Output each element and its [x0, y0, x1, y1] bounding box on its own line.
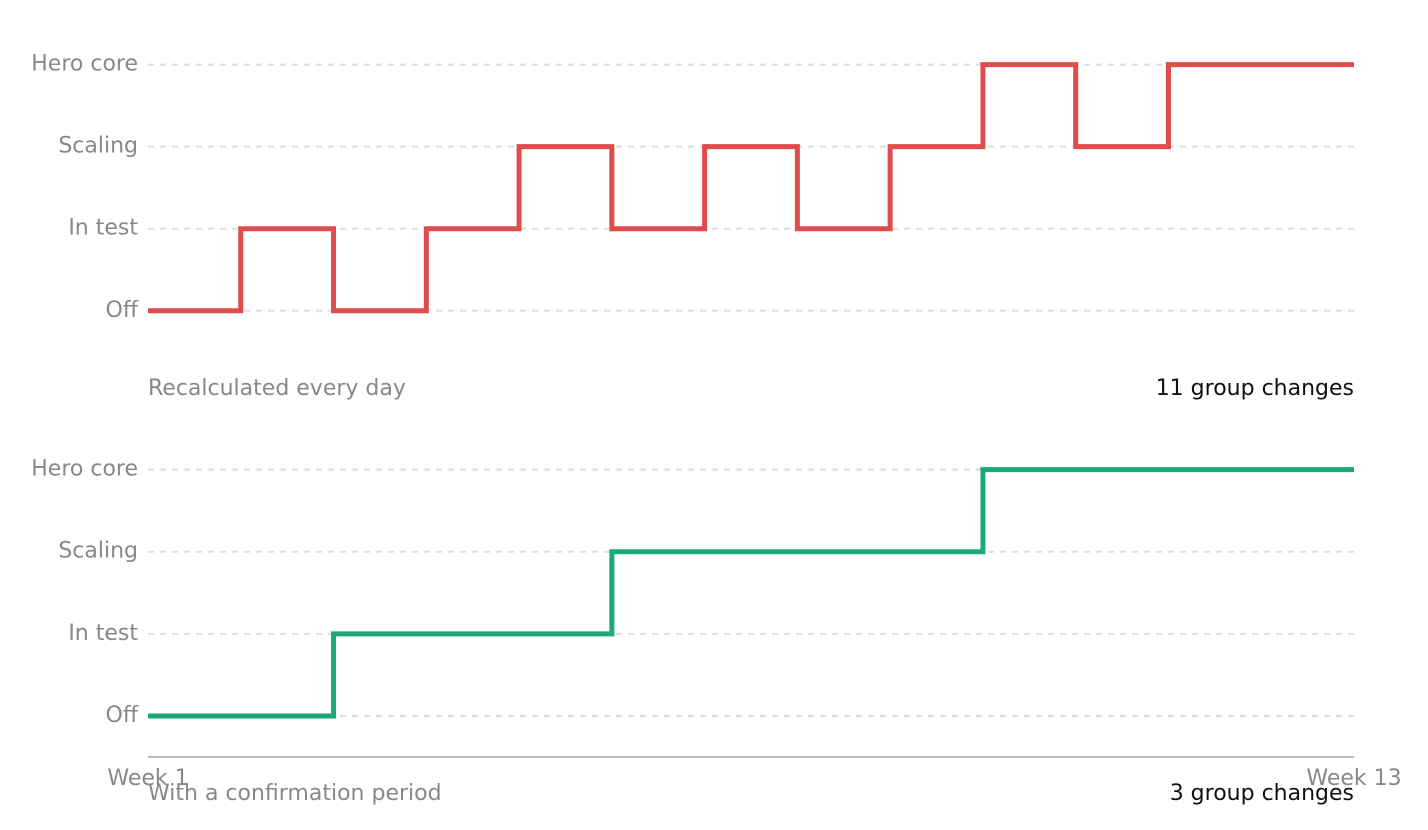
panel-caption: With a confirmation period [148, 781, 442, 806]
y-tick-label: Hero core [31, 457, 138, 482]
y-tick-label: Hero core [31, 52, 138, 77]
y-tick-label: Scaling [58, 134, 138, 159]
panel-caption: Recalculated every day [148, 376, 406, 401]
x-tick-label: Week 13 [1306, 766, 1401, 791]
x-tick-label: Week 1 [107, 766, 188, 791]
y-tick-label: Scaling [58, 539, 138, 564]
step-line [148, 467, 1354, 719]
y-tick-label: Off [106, 298, 139, 323]
y-tick-label: In test [68, 621, 138, 646]
y-tick-label: In test [68, 216, 138, 241]
change-count: 3 group changes [1170, 781, 1354, 806]
step-line [148, 62, 1354, 314]
change-count: 11 group changes [1156, 376, 1354, 401]
y-tick-label: Off [106, 703, 139, 728]
